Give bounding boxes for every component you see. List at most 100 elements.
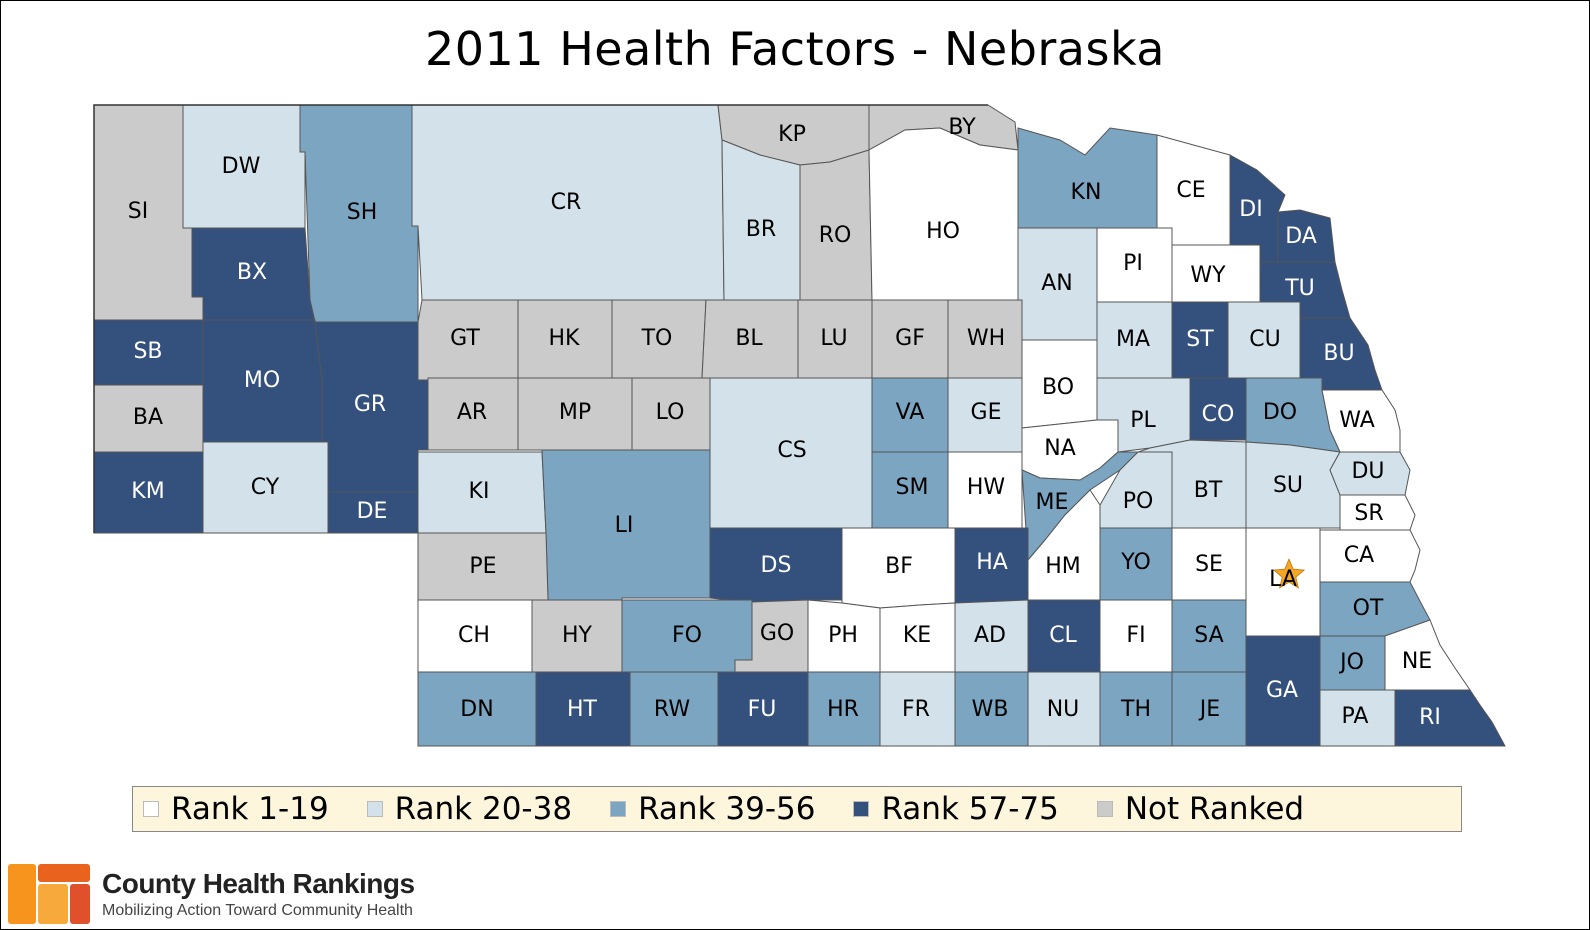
county-label-by: BY [948,115,976,140]
county-label-du: DU [1351,459,1384,484]
county-label-sa: SA [1194,623,1223,648]
legend: Rank 1-19 Rank 20-38 Rank 39-56 Rank 57-75 N… [132,786,1462,832]
county-label-gf: GF [895,326,925,351]
county-label-po: PO [1123,489,1154,514]
county-label-bu: BU [1323,341,1354,366]
county-label-nu: NU [1047,697,1080,722]
county-label-fr: FR [902,697,930,722]
legend-label: Rank 39-56 [638,791,816,827]
county-label-cu: CU [1249,327,1280,352]
county-label-do: DO [1263,400,1297,425]
legend-label: Rank 57-75 [881,791,1059,827]
county-label-ph: PH [828,623,858,648]
map-title: 2011 Health Factors - Nebraska [425,22,1165,76]
county-label-to: TO [641,326,673,351]
county-label-bo: BO [1042,375,1074,400]
county-label-ds: DS [761,553,792,578]
county-label-gr: GR [354,392,386,417]
county-label-ch: CH [458,623,490,648]
legend-swatch-r2 [366,801,383,817]
logo-tagline: Mobilizing Action Toward Community Healt… [102,902,413,919]
county-label-br: BR [746,217,776,242]
county-label-kp: KP [778,122,806,147]
county-label-li: LI [615,513,634,538]
county-label-tu: TU [1284,276,1315,301]
county-label-si: SI [128,199,148,224]
county-label-dn: DN [460,697,493,722]
legend-label: Rank 1-19 [171,791,329,827]
county-label-kn: KN [1071,180,1102,205]
county-label-ad: AD [974,623,1006,648]
logo: County Health Rankings Mobilizing Action… [8,860,415,928]
legend-label: Not Ranked [1124,791,1305,827]
county-da [1277,209,1336,263]
legend-item-r2: Rank 20-38 [366,791,572,827]
county-label-bt: BT [1194,478,1223,503]
county-label-gt: GT [450,326,480,351]
county-label-na: NA [1044,436,1076,461]
county-label-hr: HR [827,697,859,722]
county-label-hm: HM [1045,554,1081,579]
county-label-sm: SM [896,475,929,500]
county-label-pi: PI [1123,251,1143,276]
county-ri [1394,689,1506,747]
county-label-su: SU [1273,473,1303,498]
county-label-ke: KE [903,623,931,648]
county-label-je: JE [1198,697,1220,722]
legend-swatch-nr [1096,801,1113,817]
county-label-ne: NE [1402,649,1432,674]
county-label-di: DI [1239,197,1262,222]
county-label-cy: CY [251,475,280,500]
legend-item-r1: Rank 1-19 [143,791,329,827]
logo-name: County Health Rankings [102,868,415,899]
county-label-sh: SH [347,200,378,225]
county-label-mp: MP [559,400,591,425]
county-label-co: CO [1202,402,1235,427]
county-kn [1017,127,1158,229]
county-label-va: VA [896,400,925,425]
county-label-wy: WY [1190,263,1226,288]
county-label-da: DA [1285,224,1317,249]
legend-swatch-r1 [143,801,159,817]
legend-swatch-r3 [610,801,627,817]
county-label-fi: FI [1126,623,1145,648]
county-label-ro: RO [819,223,852,248]
county-label-go: GO [760,621,794,646]
county-label-hw: HW [967,475,1006,500]
star-icon [1272,557,1306,589]
county-label-ca: CA [1344,543,1374,568]
county-ho [868,127,1019,301]
county-label-an: AN [1041,271,1073,296]
county-label-sb: SB [133,339,162,364]
county-label-rw: RW [654,697,690,722]
county-label-ga: GA [1266,678,1298,703]
county-wa [1321,389,1401,453]
county-label-ar: AR [457,400,487,425]
county-label-pa: PA [1342,704,1369,729]
county-label-ba: BA [133,405,163,430]
legend-item-nr: Not Ranked [1096,791,1305,827]
county-label-ki: KI [469,479,490,504]
county-label-lo: LO [656,400,685,425]
county-label-la: LA [1269,567,1297,592]
county-label-me: ME [1036,490,1069,515]
county-label-yo: YO [1120,550,1151,575]
county-label-cl: CL [1049,623,1077,648]
county-label-se: SE [1195,552,1223,577]
county-label-de: DE [357,499,388,524]
county-label-pl: PL [1130,408,1156,433]
county-label-ho: HO [926,219,960,244]
county-label-lu: LU [820,326,847,351]
legend-item-r3: Rank 39-56 [610,791,815,827]
county-label-ha: HA [976,550,1008,575]
county-label-ma: MA [1116,327,1150,352]
county-label-cr: CR [551,190,582,215]
county-label-hy: HY [562,623,593,648]
county-label-fu: FU [748,697,777,722]
county-label-jo: JO [1338,650,1364,675]
county-je [1171,671,1247,747]
state-border [93,104,988,533]
county-label-ce: CE [1176,178,1205,203]
county-label-wa: WA [1339,408,1375,433]
